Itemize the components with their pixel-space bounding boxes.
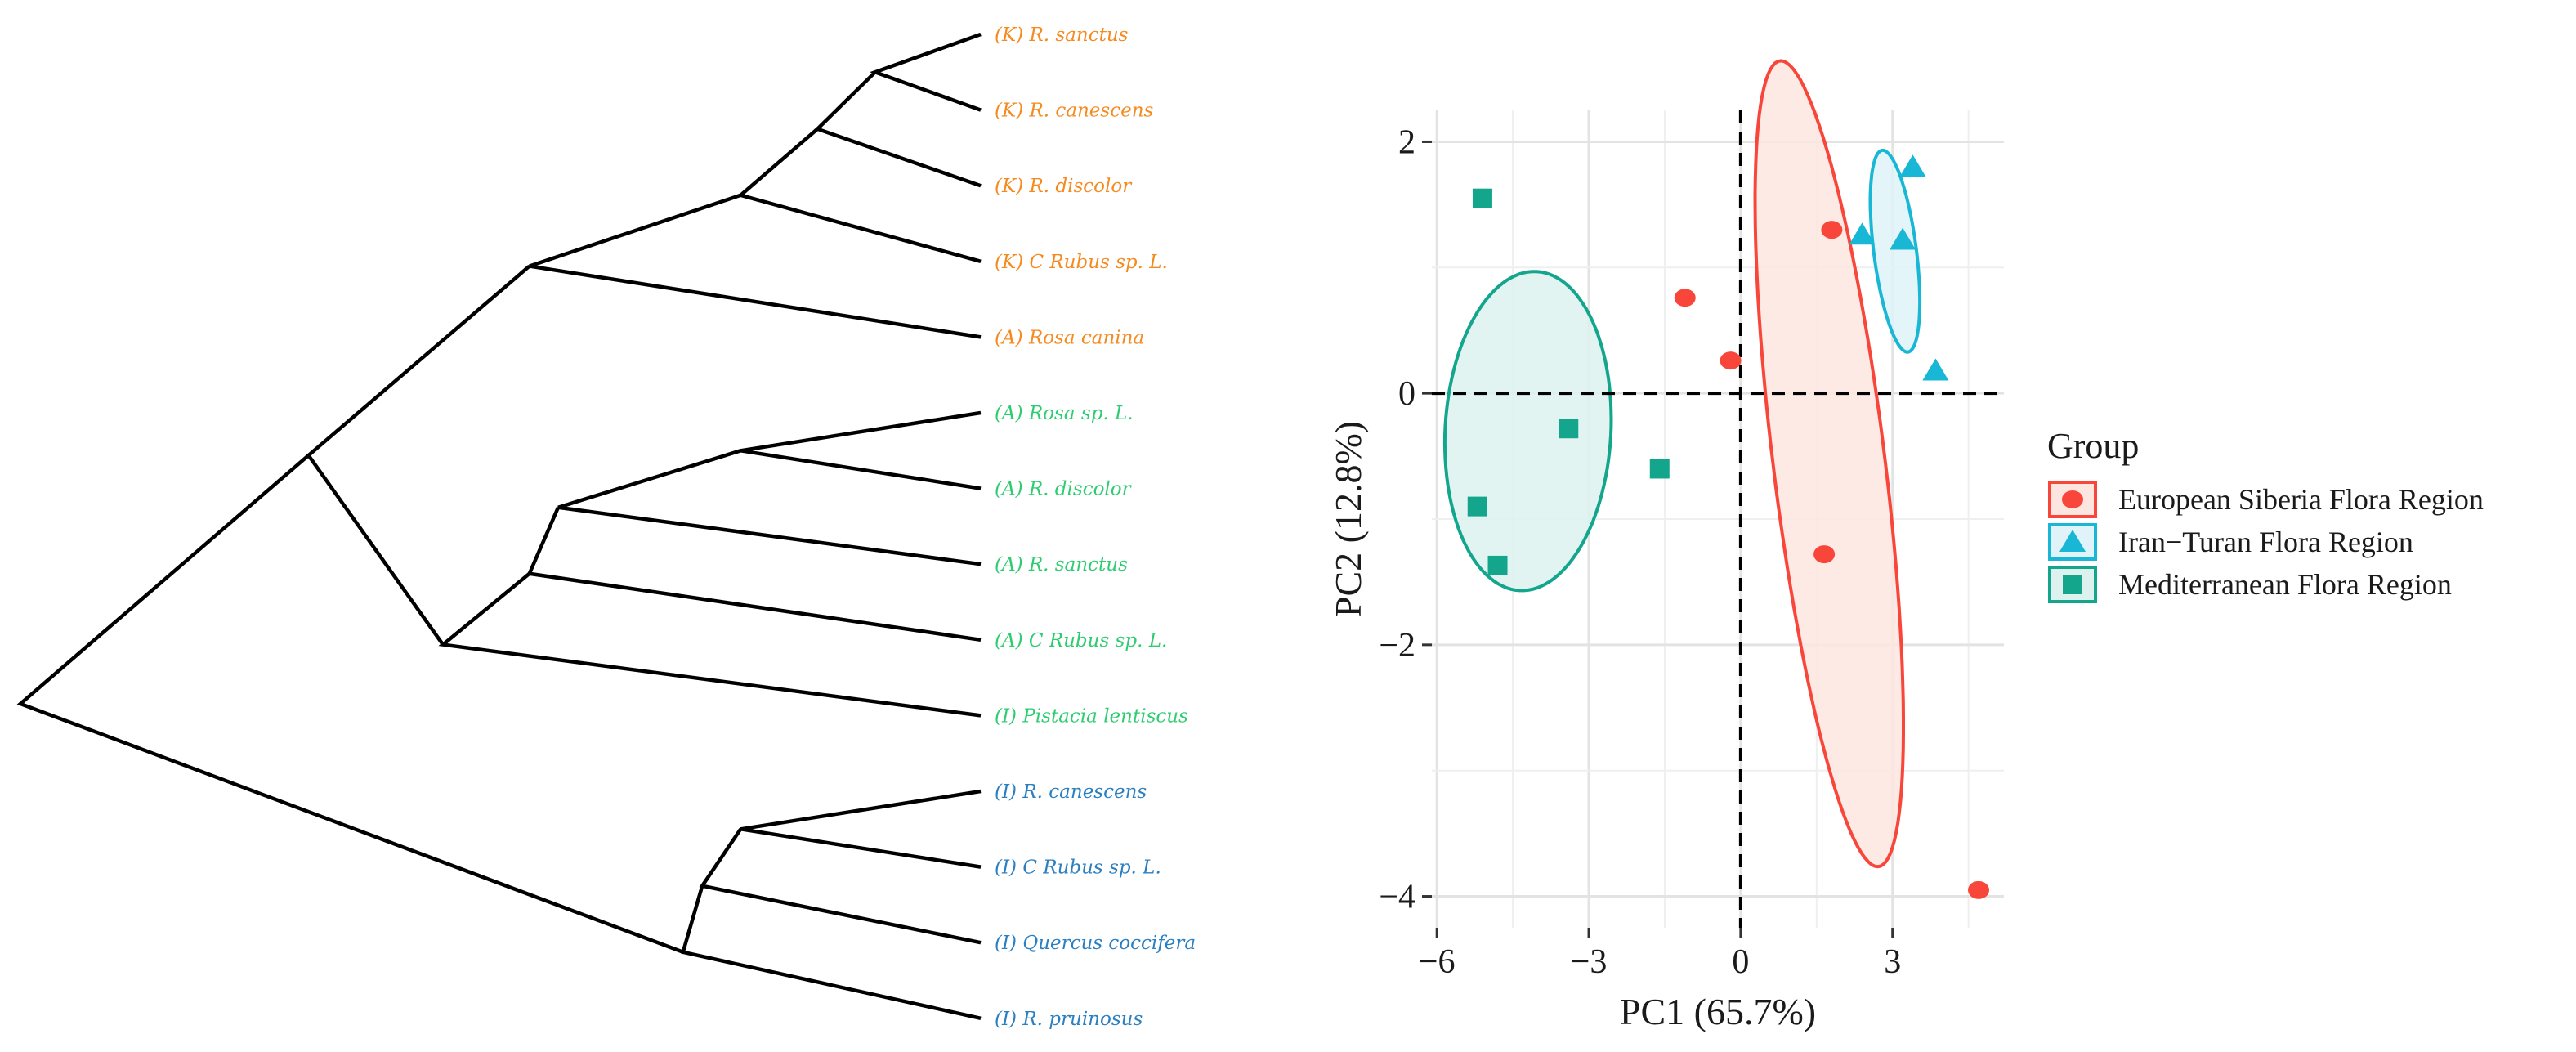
- dendrogram-branch: [306, 264, 531, 646]
- data-point-triangle: [1899, 154, 1926, 177]
- confidence-ellipse-2: [1442, 270, 1613, 593]
- dendrogram-leaf-label: (K) R. discolor: [995, 176, 1133, 197]
- legend-title: Group: [2047, 426, 2139, 466]
- data-point-circle: [1674, 289, 1696, 307]
- dendrogram-branch: [529, 193, 982, 339]
- dendrogram-leaf-label: (A) C Rubus sp. L.: [995, 630, 1167, 651]
- y-axis-title: PC2 (12.8%): [1327, 421, 1369, 617]
- legend: Group European Siberia Flora Region Iran−T…: [2047, 426, 2484, 603]
- dendrogram-leaf-label: (I) R. pruinosus: [995, 1009, 1143, 1030]
- dendrogram-branch: [814, 70, 982, 188]
- data-point-circle: [1813, 545, 1836, 564]
- x-tick-label: −6: [1419, 943, 1456, 981]
- y-tick-label: −4: [1379, 879, 1415, 916]
- data-point-square: [1467, 496, 1487, 517]
- dendrogram-branch: [740, 789, 982, 869]
- dendrogram-branch: [736, 128, 982, 263]
- dendrogram-branch: [680, 885, 982, 1020]
- data-point-triangle: [1849, 222, 1876, 245]
- dendrogram-leaf-label: (I) Pistacia lentiscus: [995, 705, 1188, 727]
- data-point-square: [1649, 459, 1670, 479]
- data-point-triangle: [1890, 227, 1916, 250]
- legend-marker-triangle: [2059, 530, 2086, 552]
- x-tick-label: 3: [1884, 943, 1901, 981]
- confidence-ellipse-1: [1868, 148, 1922, 354]
- dendrogram-leaf-label: (A) Rosa canina: [995, 327, 1144, 348]
- dendrogram-branch: [16, 454, 684, 954]
- dendrogram-leaf-label: (A) R. sanctus: [995, 554, 1128, 575]
- x-axis-title: PC1 (65.7%): [1620, 991, 1816, 1032]
- y-tick-label: 2: [1398, 123, 1415, 161]
- legend-label-2: Mediterranean Flora Region: [2118, 568, 2452, 601]
- series-0-points: [1674, 221, 1990, 899]
- dendrogram-leaf-label: (K) R. sanctus: [995, 25, 1129, 46]
- dendrogram-leaf-label: (I) Quercus coccifera: [995, 933, 1196, 954]
- dendrogram-branch: [438, 572, 982, 718]
- data-point-circle: [1968, 880, 1990, 899]
- legend-label-1: Iran−Turan Flora Region: [2118, 526, 2413, 558]
- y-tick-label: −2: [1379, 627, 1415, 665]
- data-point-circle: [1720, 351, 1742, 370]
- pca-scatter-plot: −6 −3 0 3 2 0 −2 −4 PC1 (65.7%) PC2 (12.8%) Group E…: [1327, 59, 2484, 1032]
- legend-label-0: European Siberia Flora Region: [2118, 483, 2484, 516]
- dendrogram-leaf-label: (K) R. canescens: [995, 101, 1154, 122]
- dendrogram-branch: [526, 506, 982, 642]
- x-tick-label: 0: [1732, 943, 1749, 981]
- dendrogram-branch: [740, 410, 982, 490]
- series-1-points: [1849, 154, 1949, 381]
- confidence-ellipse-0: [1753, 59, 1905, 869]
- legend-marker-circle: [2062, 490, 2083, 508]
- dendrogram-leaf-label: (I) C Rubus sp. L.: [995, 857, 1161, 879]
- data-point-triangle: [1922, 358, 1949, 381]
- dendrogram-branch: [557, 449, 982, 566]
- y-tick-label: 0: [1398, 375, 1415, 413]
- series-2-points: [1467, 188, 1670, 575]
- dendrogram-leaf-label: (I) R. canescens: [995, 781, 1147, 803]
- dendrogram-leaf-label: (A) R. discolor: [995, 479, 1133, 500]
- data-point-circle: [1821, 221, 1843, 239]
- dendrogram-branch: [870, 32, 982, 112]
- data-point-square: [1472, 188, 1492, 208]
- data-point-square: [1559, 419, 1579, 439]
- dendrogram-leaf-label: (A) Rosa sp. L.: [995, 403, 1134, 424]
- legend-marker-square: [2063, 575, 2082, 594]
- dendrogram-leaf-label: (K) C Rubus sp. L.: [995, 252, 1168, 273]
- dendrogram: (K) R. sanctus (K) R. canescens (K) R. dis…: [16, 25, 1196, 1030]
- x-tick-label: −3: [1571, 943, 1608, 981]
- data-point-square: [1487, 555, 1508, 575]
